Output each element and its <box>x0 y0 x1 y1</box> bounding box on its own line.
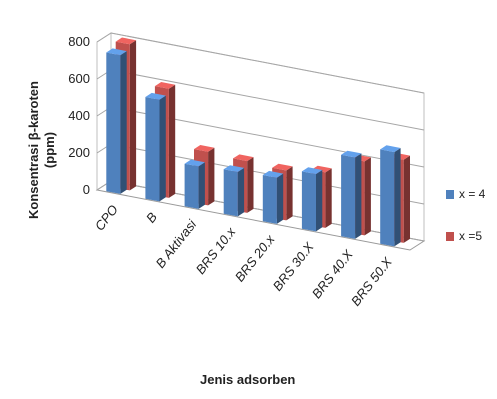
x-tick-label: B <box>143 209 160 225</box>
bar-top <box>301 167 323 175</box>
bars <box>106 37 410 247</box>
bar-front <box>106 52 121 194</box>
bar-top <box>380 145 401 153</box>
bar-side <box>364 157 371 236</box>
bar-top <box>194 145 215 152</box>
bar-side <box>325 168 332 228</box>
bar-top <box>272 163 293 171</box>
legend-label-series-1: x = 4 <box>459 187 486 201</box>
bar-side <box>237 167 245 217</box>
bar-top <box>106 48 127 56</box>
bar-top <box>262 170 284 178</box>
y-tick-label: 400 <box>68 108 90 123</box>
bar-1-5 <box>262 170 284 224</box>
y-tick-label: 0 <box>83 182 90 197</box>
y-axis-ticks: 0 200 400 600 800 <box>68 34 90 197</box>
bar-side <box>168 84 176 198</box>
bar-side <box>276 173 284 224</box>
bar-side <box>286 166 293 221</box>
bar-top <box>233 154 254 162</box>
y-tick-label: 200 <box>68 145 90 160</box>
bar-side <box>394 148 401 247</box>
bar-1-1 <box>106 48 127 194</box>
bar-top <box>154 82 176 89</box>
y-axis-title-line-2: (ppm) <box>42 132 57 168</box>
x-tick-label: BRS 40.X <box>309 246 357 301</box>
bar-side <box>208 147 215 206</box>
bar-side <box>129 40 137 191</box>
legend-label-series-2: x =5 <box>459 229 483 243</box>
bar-top <box>115 37 137 45</box>
bar-side <box>247 157 254 213</box>
bar-1-7 <box>341 150 362 239</box>
bar-front <box>301 171 316 232</box>
gridline <box>96 32 425 94</box>
bar-top <box>184 159 205 167</box>
x-tick-label: B Aktivasi <box>153 216 200 271</box>
legend-item-series-2: x =5 <box>446 226 497 246</box>
bar-1-4 <box>223 165 245 217</box>
x-tick-label: BRS 30.X <box>270 238 318 293</box>
bar-side <box>403 155 410 243</box>
bar-1-2 <box>145 92 166 202</box>
y-tick-label: 600 <box>68 71 90 86</box>
x-tick-label: CPO <box>92 202 121 233</box>
bar-top <box>145 92 166 100</box>
legend: x = 4 x =5 <box>446 184 497 268</box>
bar-front <box>184 163 199 209</box>
bar-front <box>223 169 238 217</box>
bar-front <box>380 149 395 247</box>
bar-1-3 <box>184 159 205 209</box>
bar-front <box>341 154 356 239</box>
bar-side <box>198 162 205 209</box>
bar-1-8 <box>380 145 401 247</box>
x-tick-label: BRS 10.x <box>193 224 239 277</box>
bar-side <box>355 153 362 239</box>
bar-1-6 <box>301 167 323 232</box>
bar-side <box>159 95 166 202</box>
y-tick-label: 800 <box>68 34 90 49</box>
bar-front <box>145 97 160 202</box>
x-tick-label: BRS 20.x <box>232 232 278 285</box>
bar-front <box>262 175 277 224</box>
legend-swatch-series-2 <box>446 231 454 241</box>
bar-top <box>341 150 362 158</box>
legend-item-series-1: x = 4 <box>446 184 497 204</box>
bar-top <box>223 165 245 172</box>
x-axis-title: Jenis adsorben <box>200 372 296 387</box>
y-axis-title-line-1: Konsentrasi β-karoten <box>26 81 41 219</box>
bar-side <box>316 170 323 232</box>
x-tick-label: BRS 50.X <box>348 253 396 308</box>
bar-side <box>120 51 127 194</box>
legend-swatch-series-1 <box>446 189 454 199</box>
y-axis-title: Konsentrasi β-karoten (ppm) <box>26 81 57 219</box>
